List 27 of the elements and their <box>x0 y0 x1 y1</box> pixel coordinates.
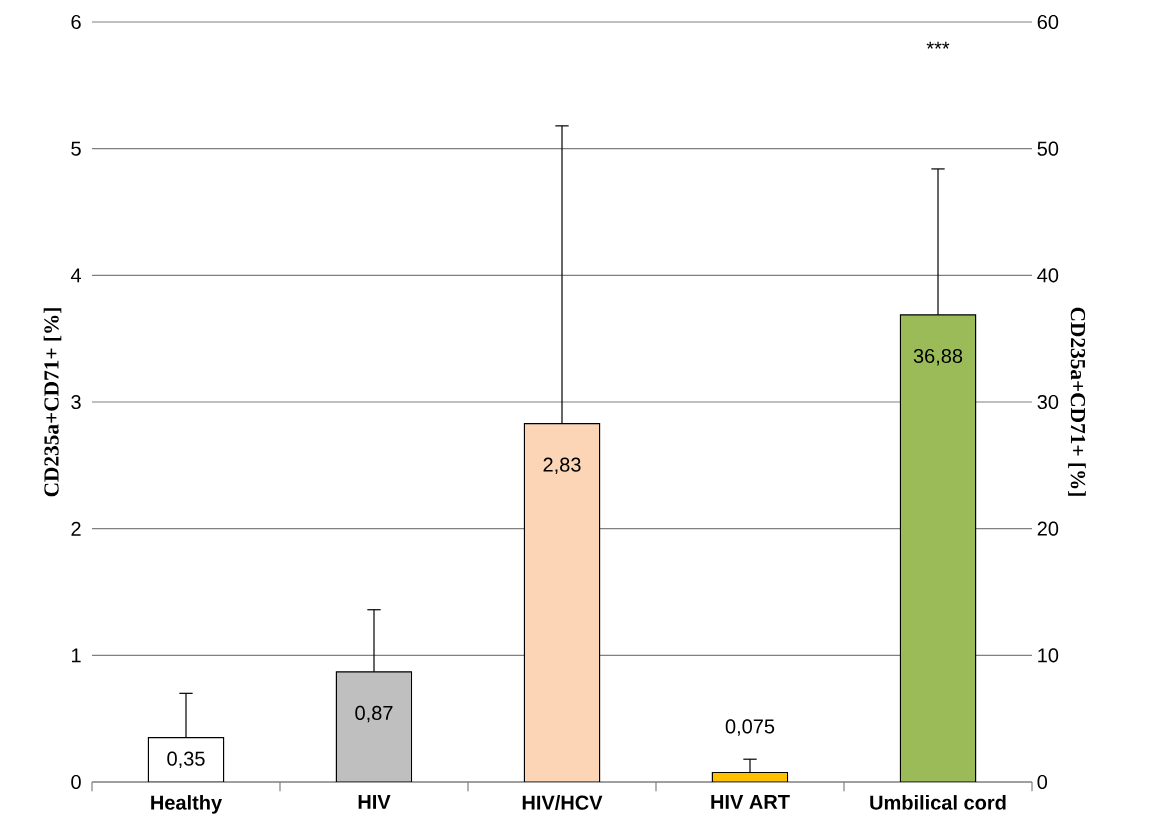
data-label: 2,83 <box>543 457 581 475</box>
y-tick-label: 4 <box>70 268 82 283</box>
y2-axis-title: CD235a+CD71+ [%] <box>1068 307 1086 496</box>
y-tick-label: 1 <box>72 648 81 663</box>
x-tick-label: HIV ART <box>711 795 790 809</box>
data-label: 36,88 <box>913 348 963 366</box>
y2-tick-label: 60 <box>1037 14 1059 30</box>
annotation: *** <box>926 41 950 49</box>
x-tick-label: Healthy <box>151 795 223 814</box>
y-tick-label: 3 <box>71 394 81 410</box>
y2-tick-label: 0 <box>1037 774 1048 790</box>
x-tick-label: Umbilical cord <box>870 795 1006 810</box>
x-tick-label: HIV/HCV <box>522 795 603 810</box>
x-tick-label: HIV <box>358 795 391 809</box>
y-tick-label: 5 <box>71 141 81 156</box>
y-tick-label: 0 <box>71 774 81 790</box>
y2-tick-label: 50 <box>1037 141 1059 156</box>
data-label: 0,075 <box>725 719 775 736</box>
y-axis-title: CD235a+CD71+ [%] <box>43 308 62 497</box>
y-tick-label: 2 <box>71 521 81 536</box>
y2-tick-label: 10 <box>1038 648 1059 663</box>
data-label: 0,87 <box>355 705 393 723</box>
y2-tick-label: 30 <box>1037 394 1059 410</box>
data-label: 0,35 <box>167 751 205 769</box>
y-tick-label: 6 <box>71 14 81 30</box>
y2-tick-label: 40 <box>1037 268 1059 283</box>
y2-tick-label: 20 <box>1037 521 1059 536</box>
